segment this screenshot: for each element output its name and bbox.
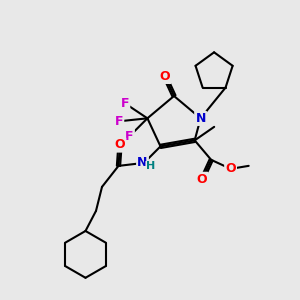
Text: N: N	[195, 112, 206, 125]
Text: F: F	[115, 115, 123, 128]
Text: O: O	[160, 70, 170, 83]
Text: O: O	[225, 162, 236, 176]
Text: H: H	[146, 161, 155, 172]
Text: F: F	[115, 115, 123, 128]
Text: N: N	[137, 156, 148, 170]
Text: O: O	[197, 173, 208, 186]
Text: F: F	[121, 97, 129, 110]
Text: O: O	[115, 138, 125, 152]
Text: F: F	[125, 130, 134, 143]
Text: F: F	[121, 97, 129, 110]
Text: O: O	[225, 162, 236, 176]
Text: O: O	[197, 173, 208, 186]
Text: N: N	[195, 112, 206, 125]
Text: O: O	[115, 138, 125, 152]
Text: N: N	[137, 156, 148, 170]
Text: H: H	[146, 161, 155, 172]
Text: F: F	[125, 130, 134, 143]
Text: O: O	[160, 70, 170, 83]
